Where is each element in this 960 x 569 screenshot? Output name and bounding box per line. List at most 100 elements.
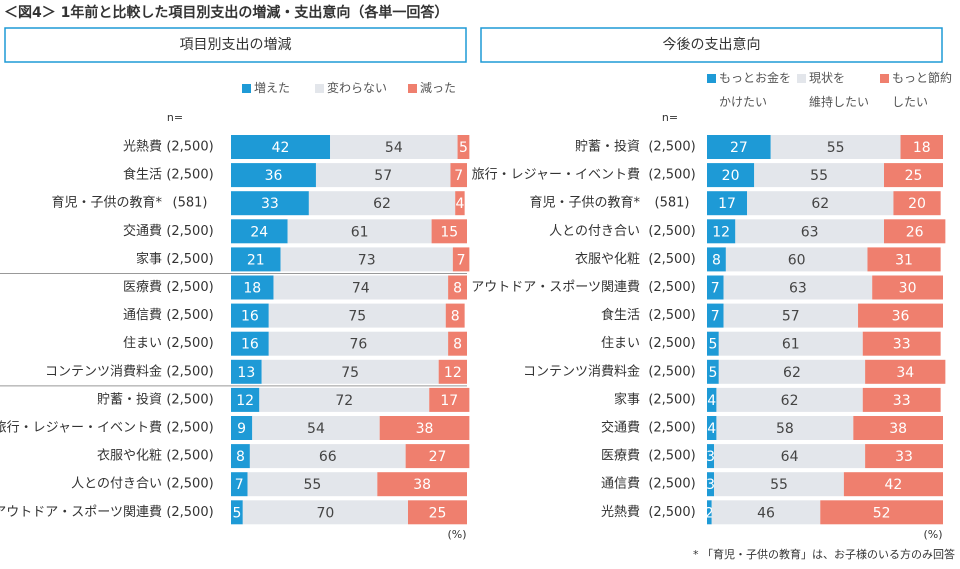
bar-segment [843,472,943,497]
bar-segment [707,472,715,497]
value-label: 57 [374,168,392,184]
n-value: (2,500) [166,505,213,520]
category-label: 食生活 [601,307,640,323]
category-label: アウトドア・スポーツ関連費 [471,280,640,295]
n-value: (2,500) [166,336,213,351]
bar-segment [448,331,467,356]
legend-swatch [242,84,251,93]
bar-segment [865,359,946,384]
bar-segment [450,163,467,188]
bar-segment [707,247,726,272]
bar-segment [770,135,901,159]
legend-swatch [315,84,324,93]
bar-segment [242,500,408,525]
value-label: 7 [235,477,244,493]
value-label: 72 [335,393,353,409]
bar-segment [707,191,748,216]
n-value: (2,500) [166,477,213,492]
value-label: 54 [307,421,325,437]
value-label: 8 [453,337,462,353]
value-label: 25 [905,168,923,184]
value-label: 55 [810,168,828,184]
unit-label: (%) [923,528,942,541]
bar-segment [259,387,430,412]
bar-segment [707,444,715,469]
bar-segment [231,275,274,300]
bar-segment [448,275,467,300]
bar-segment [707,500,712,525]
value-label: 8 [453,281,462,297]
category-label: 家事 [614,391,640,407]
bar-segment [707,331,719,356]
legend-label: もっと節約 したい [892,71,953,109]
bar-segment [231,416,253,440]
panel-box [480,27,943,63]
category-label: アウトドア・スポーツ関連費 [0,505,162,520]
bar-segment [754,163,884,188]
n-value: (2,500) [166,392,213,407]
legend-label: 現状を 維持したい [809,71,870,109]
legend-swatch [880,74,889,83]
value-label: 42 [272,140,290,156]
bar-segment [249,444,406,469]
bar-segment [707,303,724,328]
value-label: 5 [708,337,717,353]
value-label: 62 [811,196,829,212]
bar-segment [231,444,250,469]
bar-segment [862,387,941,412]
n-value: (581) [655,196,690,211]
bar-segment [862,331,941,356]
bar-segment [308,191,456,216]
bar-segment [820,500,943,525]
bar-segment [716,387,863,412]
category-label: 育児・子供の教育* [529,195,640,211]
bar-segment [716,416,854,440]
page-title: ＜図4＞ 1年前と比較した項目別支出の増減・支出意向（各単一回答） [4,4,448,21]
bar-segment [330,135,458,159]
n-value: (2,500) [648,364,695,379]
category-label: 食生活 [123,167,162,183]
category-label: 医療費 [601,449,640,464]
value-label: 13 [237,365,255,381]
legend-swatch [408,84,417,93]
category-label: 貯蓄・投資 [575,139,640,155]
n-value: (2,500) [648,505,695,520]
bar-segment [714,444,866,469]
value-label: 76 [350,337,368,353]
legend-label: 増えた [254,81,291,95]
value-label: 8 [236,449,245,465]
bar-segment [231,247,281,272]
value-label: 17 [718,196,736,212]
footnote: * 「育児・子供の教育」は、お子様のいる方のみ回答 [693,547,955,561]
value-label: 4 [707,421,716,437]
bar-segment [853,416,943,440]
bar-segment [231,500,243,525]
n-value: (2,500) [648,421,695,436]
bar-segment [735,219,884,244]
category-label: 住まい [601,336,640,351]
bar-segment [431,219,467,244]
value-label: 21 [247,252,265,268]
value-label: 33 [895,449,913,465]
bar-segment [452,247,470,272]
category-label: 衣服や化粧 [97,448,162,464]
value-label: 5 [459,140,468,156]
value-label: 74 [352,281,370,297]
bar-segment [872,275,943,300]
value-label: 8 [451,309,460,325]
bar-segment [711,500,821,525]
bar-segment [747,191,894,216]
value-label: 52 [873,505,891,521]
value-label: 38 [889,421,907,437]
n-value: (2,500) [166,140,213,155]
bar-segment [247,472,378,497]
value-label: 63 [801,224,819,240]
value-label: 60 [788,252,806,268]
value-label: 62 [783,365,801,381]
bar-segment [867,247,941,272]
category-label: 人との付き合い [549,224,640,239]
category-label: コンテンツ消費料金 [45,363,162,379]
bar-segment [707,416,717,440]
n-value: (2,500) [166,449,213,464]
